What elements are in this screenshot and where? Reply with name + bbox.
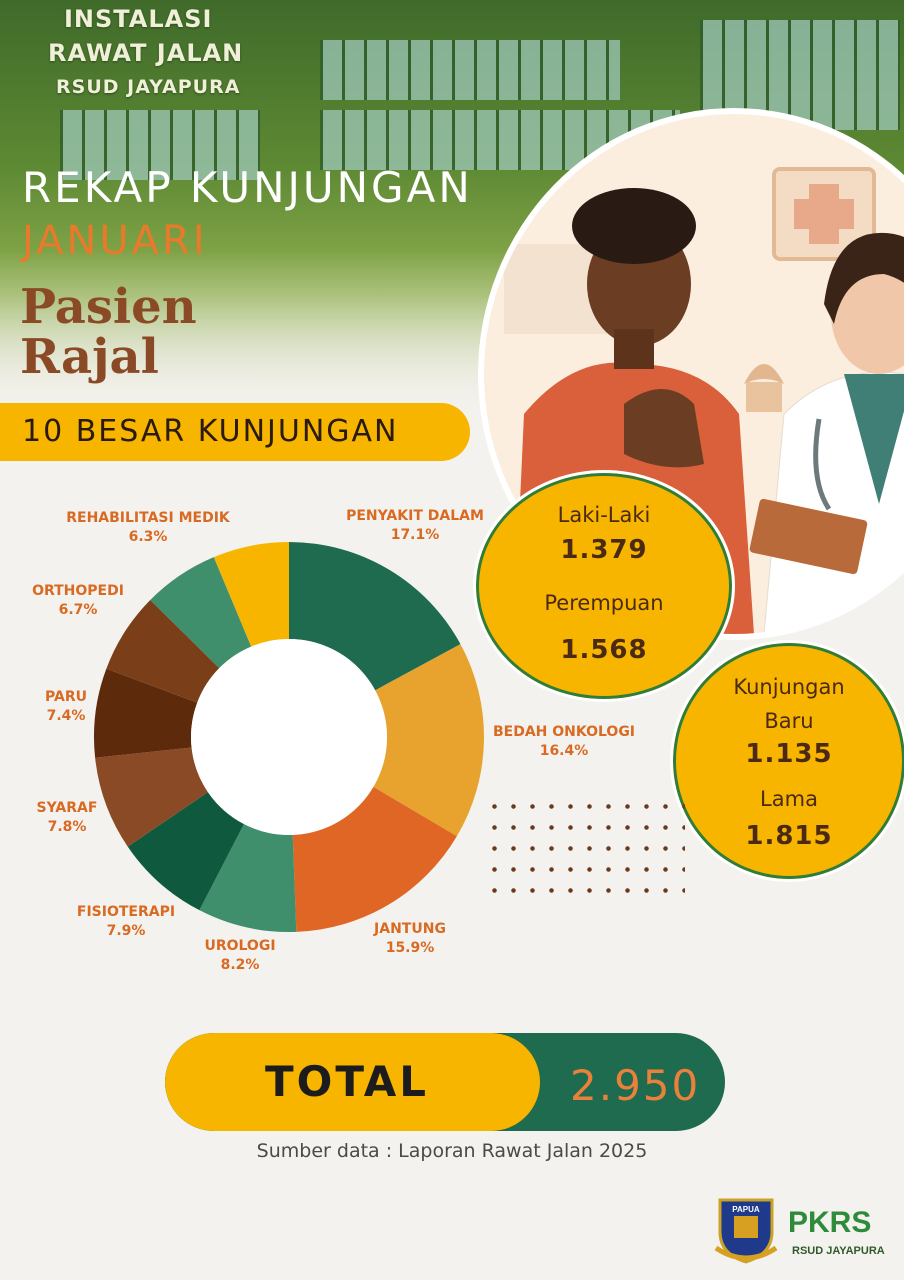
- percent-label: 7.4%: [46, 708, 86, 724]
- chart-label-urologi: UROLOGI 8.2%: [185, 937, 295, 975]
- chart-label-fisioterapi: FISIOTERAPI 7.9%: [68, 903, 184, 941]
- male-value: 1.379: [560, 535, 648, 565]
- category-label: ORTHOPEDI: [32, 583, 124, 599]
- percent-label: 6.3%: [128, 529, 168, 545]
- building-windows: [320, 40, 620, 100]
- category-label: PARU: [45, 689, 87, 705]
- percent-label: 7.9%: [106, 923, 146, 939]
- donut-chart: [94, 542, 484, 932]
- chart-label-penyakit-dalam: PENYAKIT DALAM 17.1%: [345, 507, 485, 545]
- donut-slice-syaraf: [95, 747, 208, 847]
- decorative-dots: [485, 796, 685, 896]
- pkrs-logo-text: PKRS: [788, 1206, 871, 1239]
- category-label: SYARAF: [36, 800, 98, 816]
- donut-slice-rehabilitasi-medik: [213, 542, 289, 647]
- female-value: 1.568: [560, 635, 648, 665]
- category-label: FISIOTERAPI: [76, 904, 176, 920]
- donut-slice-jantung: [292, 786, 457, 932]
- total-banner: TOTAL 2.950: [165, 1033, 725, 1131]
- percent-label: 8.2%: [220, 957, 260, 973]
- donut-hole: [191, 639, 387, 835]
- total-label-area: TOTAL: [165, 1033, 540, 1131]
- percent-label: 16.4%: [539, 743, 589, 759]
- chart-label-jantung: JANTUNG 15.9%: [350, 920, 470, 958]
- source-note: Sumber data : Laporan Rawat Jalan 2025: [256, 1140, 648, 1162]
- old-visit-value: 1.815: [745, 821, 833, 851]
- subtitle-line: Rajal: [20, 329, 159, 385]
- donut-slice-bedah-onkologi: [373, 644, 484, 837]
- percent-label: 6.7%: [58, 602, 98, 618]
- gender-stats-circle: Laki-Laki 1.379 Perempuan 1.568: [473, 470, 735, 702]
- category-label: JANTUNG: [374, 921, 446, 937]
- male-label: Laki-Laki: [557, 503, 651, 527]
- building-sign: INSTALASI RAWAT JALAN RSUD JAYAPURA: [48, 2, 243, 104]
- category-label: REHABILITASI MEDIK: [66, 510, 230, 526]
- sign-line: RSUD JAYAPURA: [56, 76, 241, 98]
- visit-label: Kunjungan: [733, 675, 845, 699]
- sign-line: INSTALASI: [64, 5, 213, 33]
- donut-slice-unlabeled: [150, 557, 252, 669]
- percent-label: 17.1%: [390, 527, 440, 543]
- donut-slice-penyakit-dalam: [289, 542, 461, 691]
- papua-crest-text: PAPUA: [732, 1205, 760, 1214]
- page-subtitle: Pasien Rajal: [20, 282, 197, 382]
- page-title: REKAP KUNJUNGAN: [22, 163, 473, 212]
- chart-label-bedah-onkologi: BEDAH ONKOLOGI 16.4%: [486, 723, 642, 761]
- section-band: 10 BESAR KUNJUNGAN: [0, 403, 470, 461]
- visit-stats-circle: Kunjungan Baru 1.135 Lama 1.815: [670, 640, 904, 882]
- category-label: BEDAH ONKOLOGI: [492, 724, 636, 740]
- total-label: TOTAL: [265, 1057, 430, 1106]
- chart-label-syaraf: SYARAF 7.8%: [22, 799, 112, 837]
- chart-label-orthopedi: ORTHOPEDI 6.7%: [22, 582, 134, 620]
- total-value: 2.950: [570, 1061, 701, 1110]
- pkrs-logo-subtext: RSUD JAYAPURA: [792, 1245, 885, 1257]
- donut-slice-fisioterapi: [127, 792, 244, 911]
- old-visit-label: Lama: [760, 787, 818, 811]
- donut-slice-paru: [94, 668, 198, 758]
- chart-label-rehabilitasi-medik: REHABILITASI MEDIK 6.3%: [60, 509, 236, 547]
- category-label: PENYAKIT DALAM: [346, 508, 484, 524]
- percent-label: 15.9%: [385, 940, 435, 956]
- category-label: UROLOGI: [204, 938, 276, 954]
- papua-crest-icon: [714, 1198, 778, 1264]
- page-month: JANUARI: [22, 218, 208, 264]
- chart-label-paru: PARU 7.4%: [30, 688, 102, 726]
- donut-slice-urologi: [199, 824, 297, 932]
- logos: PAPUA PKRS RSUD JAYAPURA: [714, 1198, 885, 1264]
- band-label: 10 BESAR KUNJUNGAN: [22, 414, 399, 449]
- pkrs-logo: PKRS RSUD JAYAPURA: [788, 1206, 885, 1257]
- building-windows: [60, 110, 260, 180]
- female-label: Perempuan: [544, 591, 664, 615]
- donut-slice-orthopedi: [106, 599, 220, 703]
- percent-label: 7.8%: [47, 819, 87, 835]
- sign-line: RAWAT JALAN: [48, 39, 244, 67]
- visit-new-label: Baru: [764, 709, 814, 733]
- new-visit-value: 1.135: [745, 739, 833, 769]
- subtitle-line: Pasien: [20, 279, 197, 335]
